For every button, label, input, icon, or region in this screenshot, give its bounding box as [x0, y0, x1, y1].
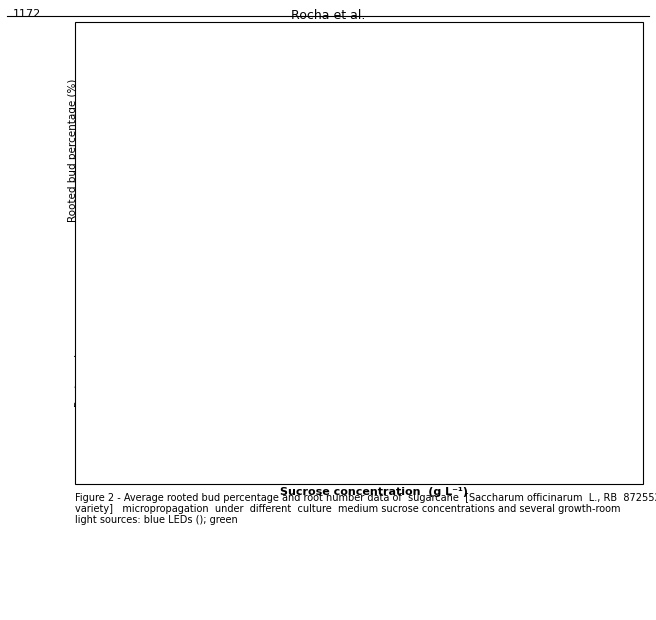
- Y-axis label: Root number: Root number: [75, 340, 85, 407]
- X-axis label: Sucrose concentration  (g L⁻¹): Sucrose concentration (g L⁻¹): [280, 295, 468, 305]
- Text: – y = -0,093x² + 6,257x + 1,791 R² = 0,94**: – y = -0,093x² + 6,257x + 1,791 R² = 0,9…: [322, 134, 524, 143]
- Text: ● y = -0,084x² + 5,908x + 0,574 R² = 0,99**: ● y = -0,084x² + 5,908x + 0,574 R² = 0,9…: [322, 220, 528, 229]
- Text: Rocha et al.: Rocha et al.: [291, 9, 365, 22]
- Text: ● y = -0,0046x² + 0,329x - 0,119 R² = 0,98: ● y = -0,0046x² + 0,329x - 0,119 R² = 0,…: [125, 354, 323, 363]
- Text: light sources: blue LEDs (); green: light sources: blue LEDs (); green: [75, 515, 238, 525]
- Text: Figure 2 - Average rooted bud percentage and root number data of  sugarcane  [Sa: Figure 2 - Average rooted bud percentage…: [75, 493, 656, 503]
- Text: ■ y = -0,0022x² + 0,190x - 0,113 R² = 0,97: ■ y = -0,0022x² + 0,190x - 0,113 R² = 0,…: [125, 306, 324, 316]
- Text: variety]   micropropagation  under  different  culture  medium sucrose concentra: variety] micropropagation under differen…: [75, 504, 621, 514]
- Text: – y = -0,0016x² + 0,292x - 0,28 R² = 0,97: – y = -0,0016x² + 0,292x - 0,28 R² = 0,9…: [125, 291, 314, 299]
- Text: × y = -0,031x² + 3,463x - 1,55  R² = 0,99**: × y = -0,031x² + 3,463x - 1,55 R² = 0,99…: [322, 198, 520, 207]
- Y-axis label: Rooted bud percentage (%): Rooted bud percentage (%): [68, 79, 79, 222]
- Text: 1172: 1172: [13, 9, 41, 19]
- X-axis label: Sucrose concentration  (g L⁻¹): Sucrose concentration (g L⁻¹): [280, 487, 468, 497]
- Text: ▲ y = -0,102x² + 6,515x + 4,201 R² = 0,94**: ▲ y = -0,102x² + 6,515x + 4,201 R² = 0,9…: [322, 177, 527, 186]
- Text: ■ y = -0,044x² + 3,982x - 0,375 R² = 0,99**: ■ y = -0,044x² + 3,982x - 0,375 R² = 0,9…: [322, 156, 524, 164]
- Text: × y = -0,0005x² + 0,157x - 0,213 R² = 0,95: × y = -0,0005x² + 0,157x - 0,213 R² = 0,…: [125, 339, 323, 347]
- Text: ▲ y = 0,307x - 0,140 R² = 0,99: ▲ y = 0,307x - 0,140 R² = 0,99: [125, 322, 266, 331]
